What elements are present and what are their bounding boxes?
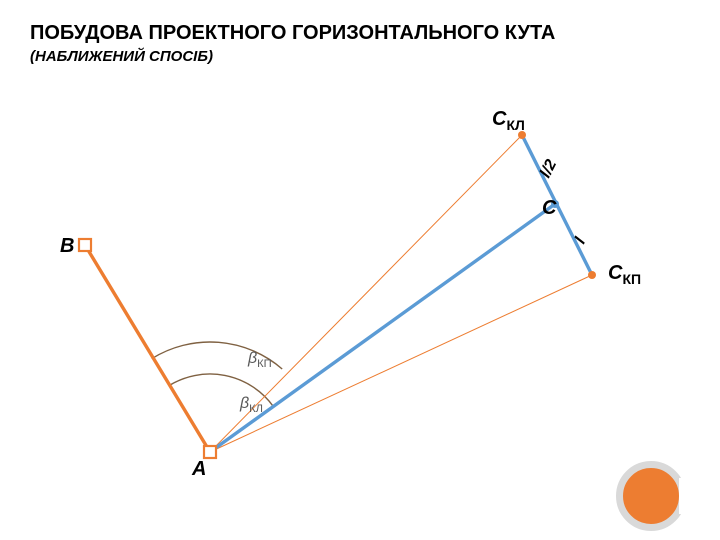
label-beta-kp: βКП [248,350,272,370]
point-marker-b [79,239,91,251]
point-marker-ckp [588,271,596,279]
label-c: С [542,197,556,220]
decor-circle-icon [616,461,686,531]
decor-bar [679,478,720,514]
label-a: А [192,458,206,481]
label-ckl: СКЛ [492,108,525,133]
point-marker-a [204,446,216,458]
line-a-b [85,245,210,452]
label-beta-kl: βКЛ [240,395,263,415]
label-b: В [60,235,74,258]
label-ckp: СКП [608,262,641,287]
